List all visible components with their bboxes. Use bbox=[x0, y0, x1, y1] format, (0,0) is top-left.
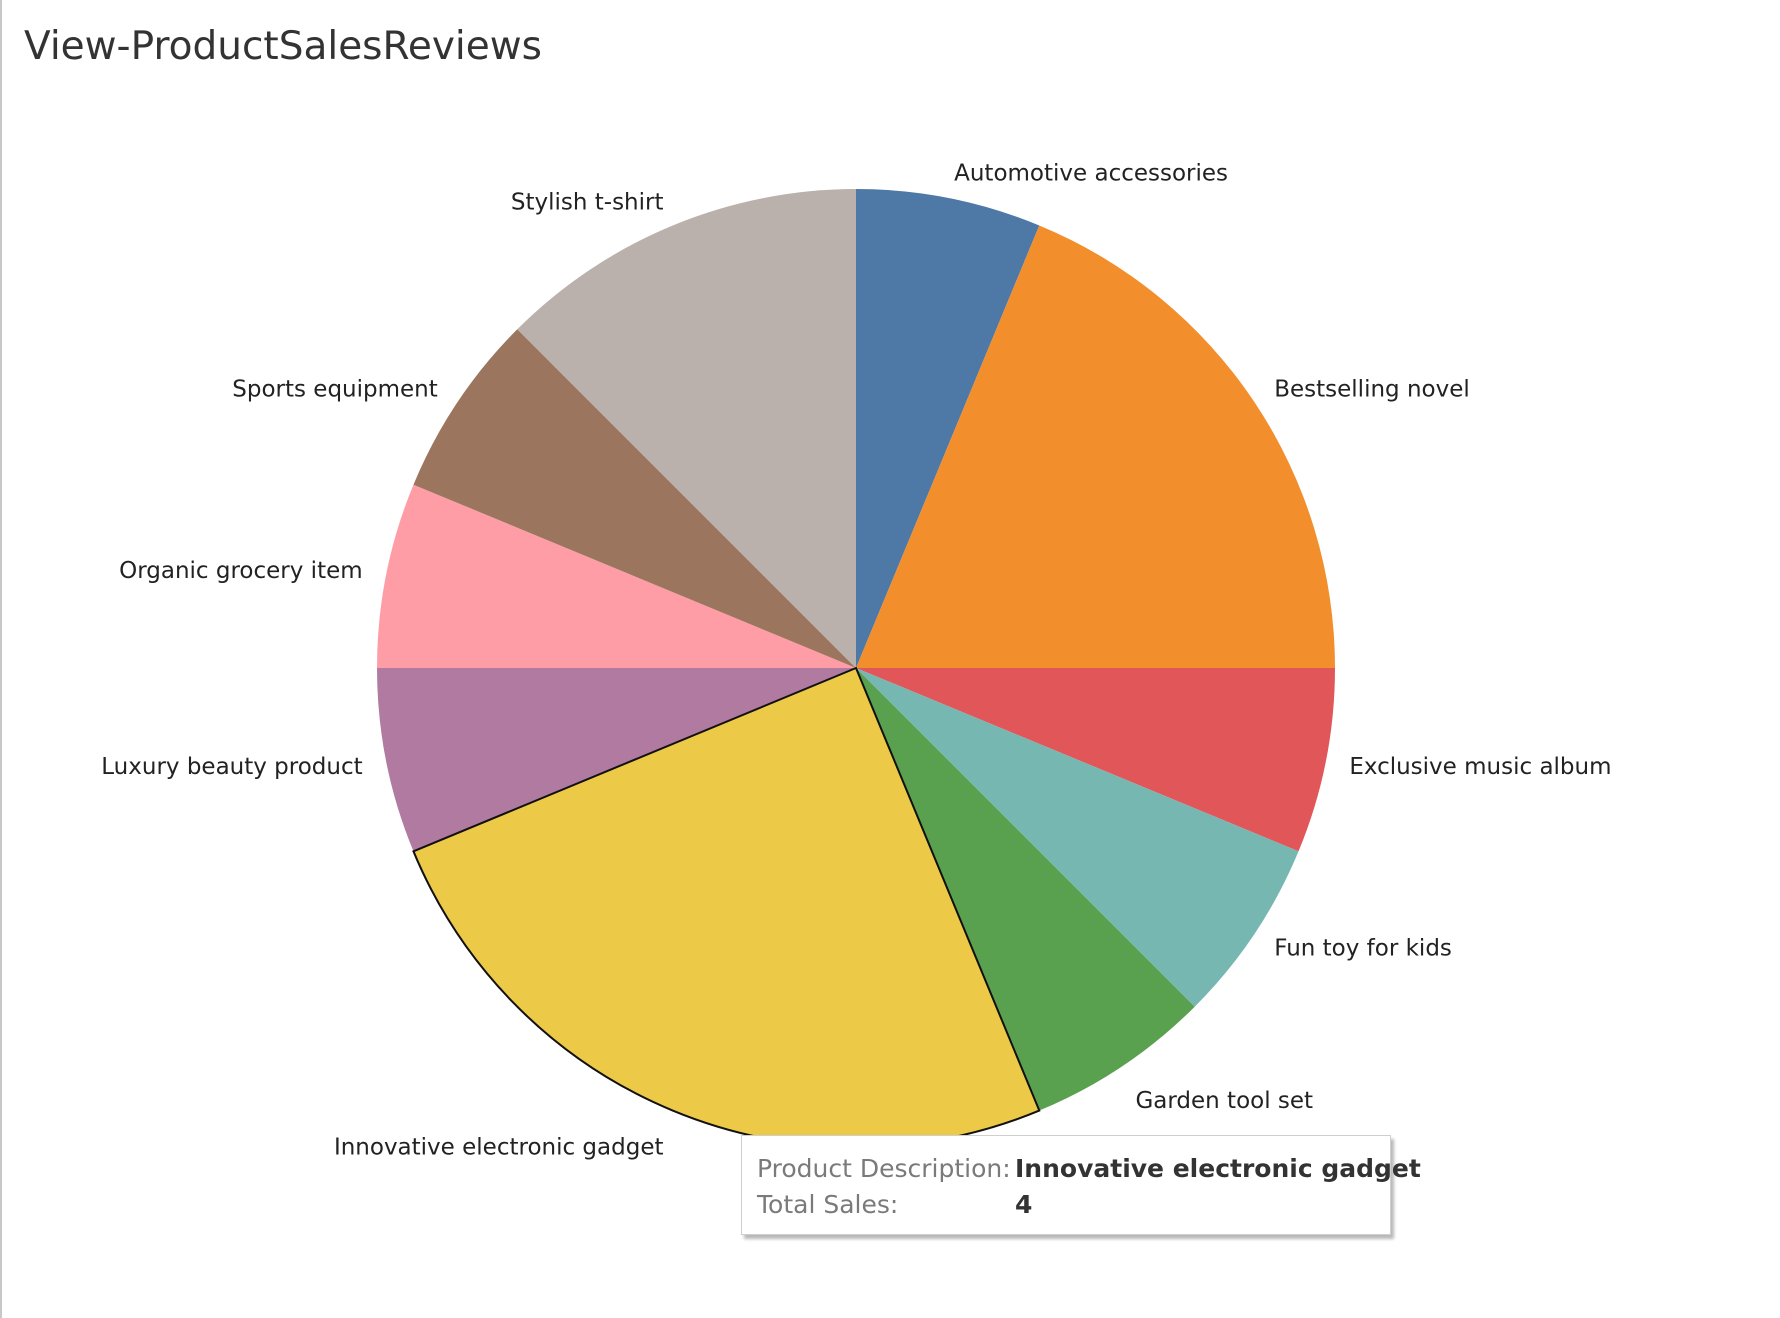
pie-slices bbox=[377, 189, 1335, 1148]
slice-label-bestselling-novel: Bestselling novel bbox=[1274, 377, 1470, 403]
pie-slice-exclusive-music-album[interactable] bbox=[856, 668, 1335, 852]
slice-label-innovative-electronic-gadget: Innovative electronic gadget bbox=[334, 1135, 664, 1161]
tooltip-key-sales: Total Sales: bbox=[757, 1190, 899, 1219]
tooltip-key-product: Product Description: bbox=[757, 1154, 1011, 1183]
tooltip-value-sales: 4 bbox=[1015, 1190, 1033, 1219]
pie-slice-stylish-t-shirt[interactable] bbox=[517, 189, 856, 668]
pie-slice-fun-toy-for-kids[interactable] bbox=[856, 668, 1299, 1007]
pie-slice-bestselling-novel[interactable] bbox=[856, 225, 1335, 668]
pie-slice-organic-grocery-item[interactable] bbox=[377, 484, 856, 668]
pie-slice-luxury-beauty-product[interactable] bbox=[377, 668, 856, 852]
slice-label-luxury-beauty-product: Luxury beauty product bbox=[101, 754, 362, 780]
pie-slice-automotive-accessories[interactable] bbox=[856, 189, 1040, 668]
view-title: View-ProductSalesReviews bbox=[24, 24, 542, 69]
slice-label-automotive-accessories: Automotive accessories bbox=[954, 161, 1228, 187]
pie-slice-sports-equipment[interactable] bbox=[413, 329, 856, 668]
slice-label-organic-grocery-item: Organic grocery item bbox=[119, 558, 363, 584]
slice-label-garden-tool-set: Garden tool set bbox=[1135, 1088, 1313, 1114]
slice-label-stylish-t-shirt: Stylish t-shirt bbox=[511, 189, 664, 215]
slice-label-exclusive-music-album: Exclusive music album bbox=[1349, 754, 1611, 780]
left-divider bbox=[0, 0, 2, 1318]
slice-label-sports-equipment: Sports equipment bbox=[232, 377, 438, 403]
tooltip: Product Description: Innovative electron… bbox=[741, 1135, 1421, 1235]
slice-label-fun-toy-for-kids: Fun toy for kids bbox=[1274, 935, 1452, 961]
pie-slice-garden-tool-set[interactable] bbox=[856, 668, 1195, 1111]
pie-slice-innovative-electronic-gadget[interactable] bbox=[413, 668, 1040, 1147]
tooltip-value-product: Innovative electronic gadget bbox=[1015, 1154, 1421, 1183]
pie-labels: Automotive accessories Bestselling novel E… bbox=[101, 161, 1611, 1161]
